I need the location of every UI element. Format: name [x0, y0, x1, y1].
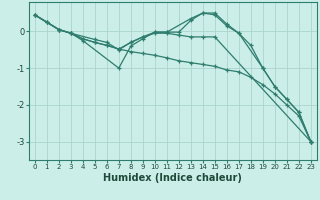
- X-axis label: Humidex (Indice chaleur): Humidex (Indice chaleur): [103, 173, 242, 183]
